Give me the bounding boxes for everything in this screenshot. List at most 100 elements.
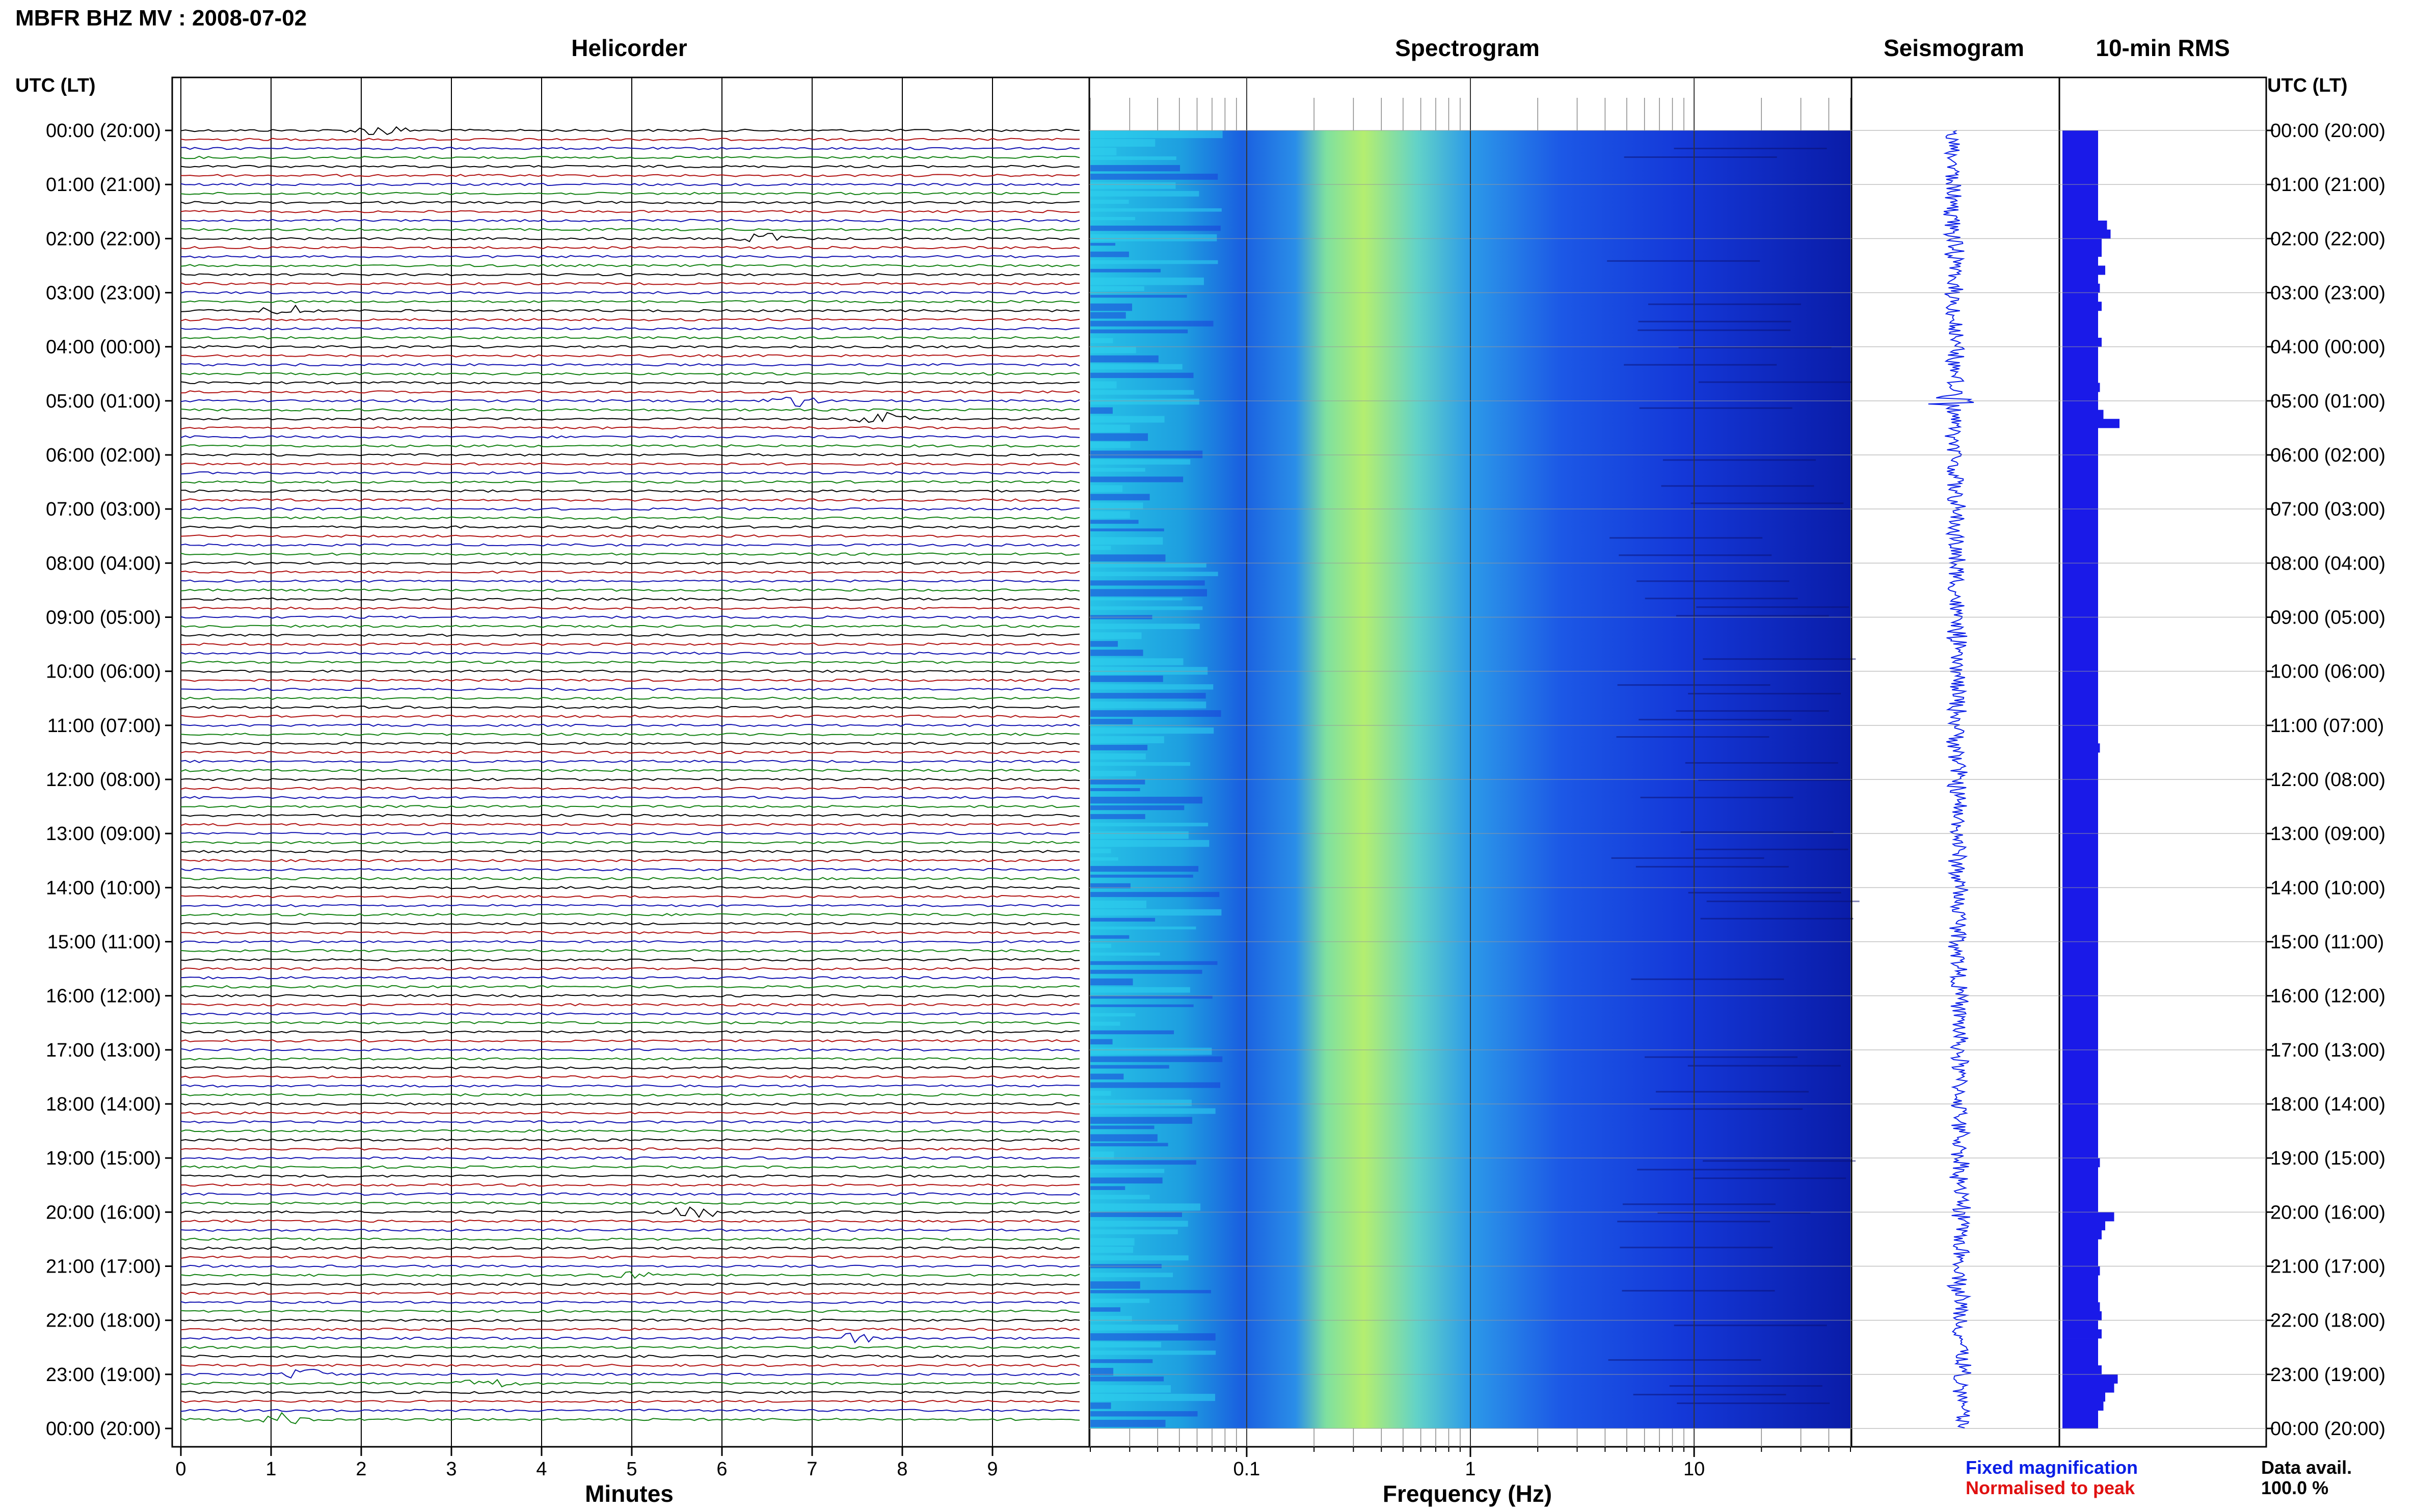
spectrogram-row-texture	[1090, 978, 1133, 986]
helicorder-trace	[180, 1138, 1080, 1142]
time-label-right: 21:00 (17:00)	[2270, 1256, 2385, 1278]
rms-bar	[2062, 473, 2098, 482]
rms-bar	[2062, 229, 2111, 239]
rms-bar	[2062, 211, 2098, 221]
time-label-right: 05:00 (01:00)	[2270, 391, 2385, 412]
rms-bar	[2062, 1005, 2098, 1014]
time-label-left: 00:00 (20:00)	[46, 1418, 161, 1440]
helicorder-trace	[180, 1291, 1080, 1295]
page-title: MBFR BHZ MV : 2008-07-02	[15, 6, 307, 31]
helicorder-trace	[180, 228, 1080, 231]
spectrogram-row-texture	[1090, 840, 1210, 847]
rms-bar	[2062, 770, 2098, 780]
spectrogram-row-texture	[1678, 346, 1832, 348]
spectrogram-row-texture	[1090, 1247, 1134, 1253]
spectrogram-row-texture	[1090, 346, 1136, 354]
rms-bar	[2062, 365, 2098, 374]
spectrogram-row-texture	[1693, 1177, 1846, 1179]
spectrogram-row-texture	[1090, 900, 1146, 908]
spectrogram-row-texture	[1090, 260, 1218, 264]
spectrogram-row-texture	[1090, 1325, 1178, 1331]
helicorder-trace	[180, 633, 1080, 637]
helicorder-trace	[180, 219, 1080, 223]
helicorder-x-tick-label: 0	[175, 1459, 186, 1480]
time-label-right: 11:00 (07:00)	[2270, 715, 2384, 737]
spectrogram-row-texture	[1090, 1082, 1221, 1088]
spectrogram-row-texture	[1616, 736, 1769, 738]
spectrogram-row-texture	[1090, 1359, 1153, 1363]
helicorder-trace	[180, 1201, 1080, 1205]
helicorder-trace	[180, 1012, 1080, 1016]
helicorder-trace	[180, 777, 1080, 781]
rms-bar	[2062, 1419, 2098, 1429]
rms-bar	[2062, 1076, 2098, 1087]
spectrogram-row-texture	[1090, 520, 1139, 524]
helicorder-trace	[180, 850, 1080, 853]
seismogram-title: Seismogram	[1884, 35, 2024, 61]
spectrogram-row-texture	[1090, 1299, 1150, 1303]
helicorder-trace	[180, 304, 1080, 314]
spectrogram-row-texture	[1090, 987, 1190, 993]
helicorder-trace	[180, 597, 1080, 601]
time-label-right: 03:00 (23:00)	[2270, 283, 2385, 304]
spectrogram-row-texture	[1639, 719, 1792, 721]
helicorder-trace	[180, 679, 1080, 682]
spectrogram-row-texture	[1090, 1368, 1114, 1376]
time-label-right: 23:00 (19:00)	[2270, 1364, 2385, 1386]
spectrogram-row-texture	[1090, 1402, 1111, 1409]
spectrogram-row-texture	[1090, 303, 1132, 311]
helicorder-trace	[180, 462, 1080, 466]
rms-bar	[2062, 1410, 2098, 1420]
helicorder-trace	[180, 516, 1080, 520]
spectrogram-row-texture	[1090, 381, 1117, 389]
spectrogram-row-texture	[1090, 485, 1123, 492]
rms-bar	[2062, 572, 2098, 582]
helicorder-trace	[180, 1165, 1080, 1169]
spectrogram-row-texture	[1090, 779, 1145, 785]
helicorder-trace	[180, 1363, 1080, 1367]
spectrogram-row-texture	[1645, 1056, 1798, 1058]
helicorder-trace	[180, 624, 1080, 628]
rms-bar	[2062, 184, 2098, 194]
helicorder-trace	[180, 1048, 1080, 1052]
spectrogram-row-texture	[1090, 701, 1206, 709]
spectrogram-row-texture	[1676, 710, 1829, 712]
helicorder-trace	[180, 1246, 1080, 1250]
helicorder-trace	[180, 1409, 1080, 1412]
rms-bar	[2062, 1059, 2098, 1068]
helicorder-trace	[180, 1129, 1080, 1133]
rms-bar	[2062, 509, 2098, 519]
spectrogram-row-texture	[1090, 822, 1209, 827]
spectrogram-row-texture	[1090, 1342, 1162, 1348]
helicorder-x-tick-label: 8	[897, 1459, 907, 1480]
spectrogram-row-texture	[1090, 459, 1191, 465]
time-label-left: 01:00 (21:00)	[46, 174, 161, 196]
helicorder-trace	[180, 895, 1080, 899]
spectrogram-row-texture	[1687, 1065, 1841, 1067]
spectrogram-row-texture	[1090, 139, 1156, 147]
rms-bar	[2062, 878, 2098, 888]
helicorder-trace	[180, 1039, 1080, 1043]
helicorder-trace	[180, 147, 1080, 150]
spectrogram-row-texture	[1090, 554, 1166, 562]
spectrogram-row-texture	[1090, 1004, 1194, 1007]
spectrogram-row-texture	[1661, 485, 1814, 487]
helicorder-trace	[180, 760, 1080, 763]
spectrogram-row-texture	[1090, 1013, 1136, 1017]
spectrogram-row-texture	[1090, 684, 1214, 690]
rms-bar	[2062, 635, 2098, 644]
time-label-left: 18:00 (14:00)	[46, 1094, 161, 1115]
spectrogram-row-texture	[1090, 1117, 1193, 1124]
helicorder-trace	[180, 273, 1080, 277]
rms-bar	[2062, 446, 2098, 455]
helicorder-x-tick-label: 3	[446, 1459, 457, 1480]
spectrogram-row-texture	[1090, 857, 1118, 861]
spectrogram-row-texture	[1090, 1307, 1121, 1312]
seismogram-frame	[1850, 76, 2060, 1448]
time-label-right: 22:00 (18:00)	[2270, 1310, 2385, 1332]
rms-bar	[2062, 292, 2098, 302]
spectrogram-row-texture	[1090, 580, 1205, 586]
spectrogram-row-texture	[1669, 1385, 1822, 1387]
spectrogram-row-texture	[1090, 1134, 1158, 1142]
